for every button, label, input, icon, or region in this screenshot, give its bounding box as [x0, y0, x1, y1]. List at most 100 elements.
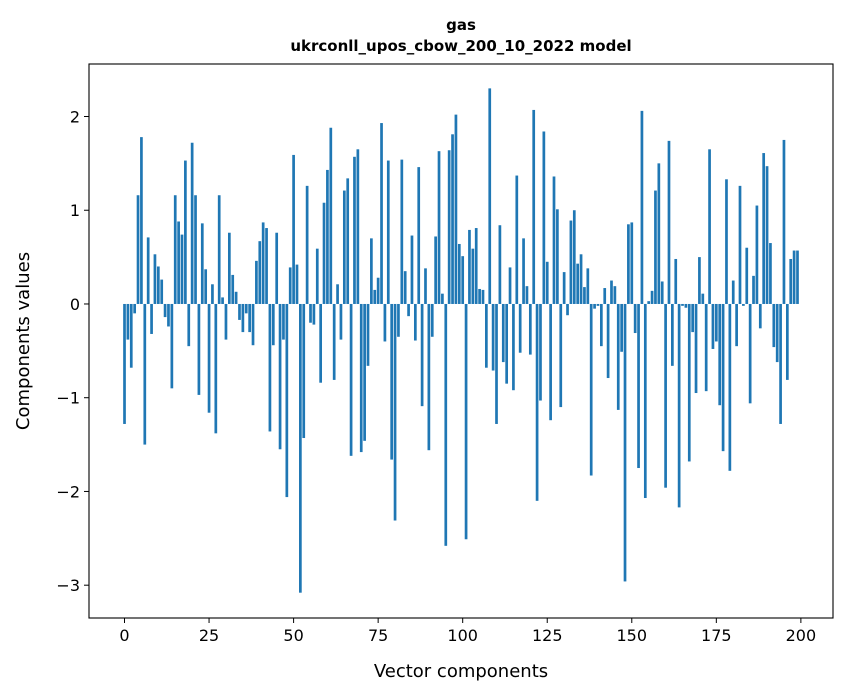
bar — [569, 220, 573, 304]
bar — [704, 303, 708, 392]
bar — [613, 286, 617, 304]
bar — [627, 224, 630, 304]
bar — [667, 140, 671, 304]
bar — [508, 267, 512, 304]
bar — [258, 241, 262, 304]
bar — [457, 243, 461, 304]
bar — [616, 303, 620, 410]
x-tick-label: 75 — [368, 626, 388, 645]
bar — [478, 288, 481, 304]
bar — [140, 137, 143, 304]
bar — [745, 247, 749, 304]
bar — [329, 127, 333, 304]
bar — [674, 258, 678, 304]
y-tick-label: 1 — [70, 201, 80, 220]
bar — [129, 303, 133, 368]
bar — [383, 303, 387, 342]
bar — [647, 301, 651, 304]
bar — [535, 303, 539, 501]
bar — [332, 303, 336, 380]
bar — [593, 303, 596, 309]
bar — [167, 303, 170, 327]
bar — [427, 303, 431, 451]
bar — [714, 303, 718, 342]
bar — [775, 303, 779, 363]
bar — [461, 256, 465, 304]
bar — [728, 303, 732, 471]
bar — [694, 303, 698, 394]
bar — [386, 160, 390, 304]
x-tick-label: 0 — [119, 626, 129, 645]
bar — [464, 303, 468, 540]
bar — [190, 142, 194, 304]
bar — [275, 232, 279, 304]
bar — [133, 303, 137, 314]
bar — [397, 303, 400, 337]
bar — [792, 250, 796, 304]
bar — [160, 279, 164, 304]
bar — [599, 303, 603, 347]
bar — [474, 228, 478, 304]
bar — [224, 303, 228, 340]
x-tick-label: 100 — [447, 626, 478, 645]
bar — [295, 264, 299, 304]
bar — [312, 303, 316, 325]
bar — [342, 190, 346, 304]
x-tick-label: 175 — [701, 626, 732, 645]
bar — [698, 257, 701, 304]
bar — [143, 303, 147, 445]
bar — [349, 303, 353, 456]
bar — [769, 243, 772, 304]
bar — [302, 303, 306, 439]
bar — [579, 254, 583, 304]
bar — [495, 303, 498, 424]
bar — [278, 303, 282, 450]
bar — [785, 303, 789, 380]
bar — [518, 303, 522, 353]
bar — [725, 179, 728, 304]
bar — [640, 110, 644, 304]
bar — [539, 303, 542, 401]
bar — [156, 266, 160, 304]
bar — [637, 303, 640, 469]
bar — [370, 238, 373, 304]
bar — [170, 303, 174, 389]
bar — [552, 176, 556, 304]
bar — [251, 303, 255, 346]
bar — [664, 303, 667, 488]
bar — [359, 303, 363, 453]
bar — [633, 303, 637, 334]
x-tick-label: 125 — [532, 626, 563, 645]
bar — [748, 303, 752, 404]
bar — [194, 195, 197, 304]
bar — [566, 303, 569, 316]
bar — [268, 303, 272, 432]
bar — [441, 293, 444, 304]
bars-group — [123, 88, 799, 593]
bar — [606, 303, 610, 379]
bar — [271, 303, 275, 346]
bar — [789, 258, 793, 304]
bar — [413, 303, 417, 341]
bar — [288, 267, 292, 304]
bar — [393, 303, 397, 521]
bar — [660, 281, 664, 304]
bar — [603, 288, 607, 304]
bar — [244, 303, 248, 314]
x-tick-label: 200 — [786, 626, 817, 645]
bar — [731, 280, 735, 304]
bar — [708, 149, 711, 304]
bar — [322, 202, 326, 304]
bar — [444, 303, 448, 546]
bar — [417, 167, 421, 304]
bar — [373, 289, 377, 304]
bar — [184, 160, 187, 304]
bar — [424, 268, 427, 304]
bar — [200, 223, 204, 304]
bar — [586, 268, 590, 304]
bar — [562, 272, 566, 304]
bar — [299, 303, 302, 593]
chart-subtitle: ukrconll_upos_cbow_200_10_2022 model — [290, 37, 631, 55]
bar — [366, 303, 370, 366]
